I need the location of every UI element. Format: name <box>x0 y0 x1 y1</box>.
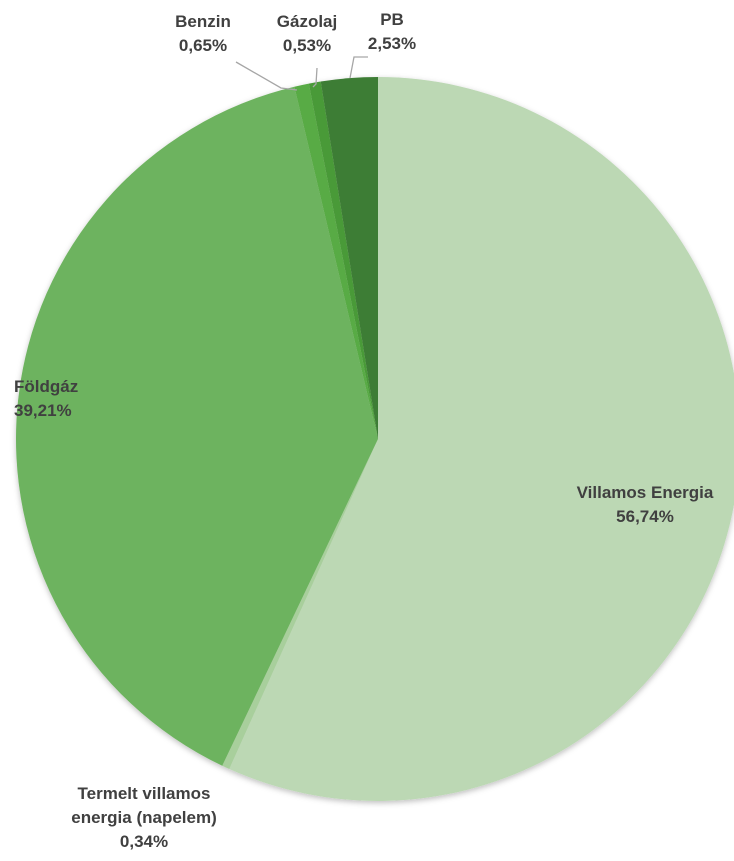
slice-name: Benzin <box>175 12 231 31</box>
leader-line-benzin <box>235 61 298 91</box>
slice-value: 0,34% <box>119 832 169 851</box>
slice-label-villamos-energia: Villamos Energia 56,74% <box>535 481 734 529</box>
slice-name: Villamos Energia <box>576 483 714 502</box>
slice-name: PB <box>380 10 404 29</box>
slice-name: Gázolaj <box>276 12 338 31</box>
slice-label-benzin: Benzin 0,65% <box>158 10 248 58</box>
leader-line-pb <box>349 56 368 79</box>
pie-slice-pb <box>320 77 378 439</box>
slice-value: 39,21% <box>14 401 72 420</box>
slice-value: 0,53% <box>282 36 332 55</box>
pie-slice-benzin <box>294 83 378 440</box>
pie-slice-földgáz <box>15 86 378 766</box>
pie-slice-gázolaj <box>308 81 378 439</box>
slice-label-termelt-villamos-energia: Termelt villamos energia (napelem) 0,34% <box>44 782 244 854</box>
leader-line-gazolaj <box>312 67 318 88</box>
slice-value: 56,74% <box>616 507 674 526</box>
slice-label-foldgaz: Földgáz 39,21% <box>14 375 104 423</box>
pie-slice-termelt-villamos-energia-napelem- <box>222 439 378 770</box>
slice-name-line2: energia (napelem) <box>71 808 217 827</box>
slice-label-pb: PB 2,53% <box>352 8 432 56</box>
slice-label-gazolaj: Gázolaj 0,53% <box>262 10 352 58</box>
slice-name: Földgáz <box>14 377 79 396</box>
slice-value: 0,65% <box>178 36 228 55</box>
slice-value: 2,53% <box>367 34 417 53</box>
slice-name-line1: Termelt villamos <box>77 784 211 803</box>
pie-slice-villamos-energia <box>229 77 734 801</box>
